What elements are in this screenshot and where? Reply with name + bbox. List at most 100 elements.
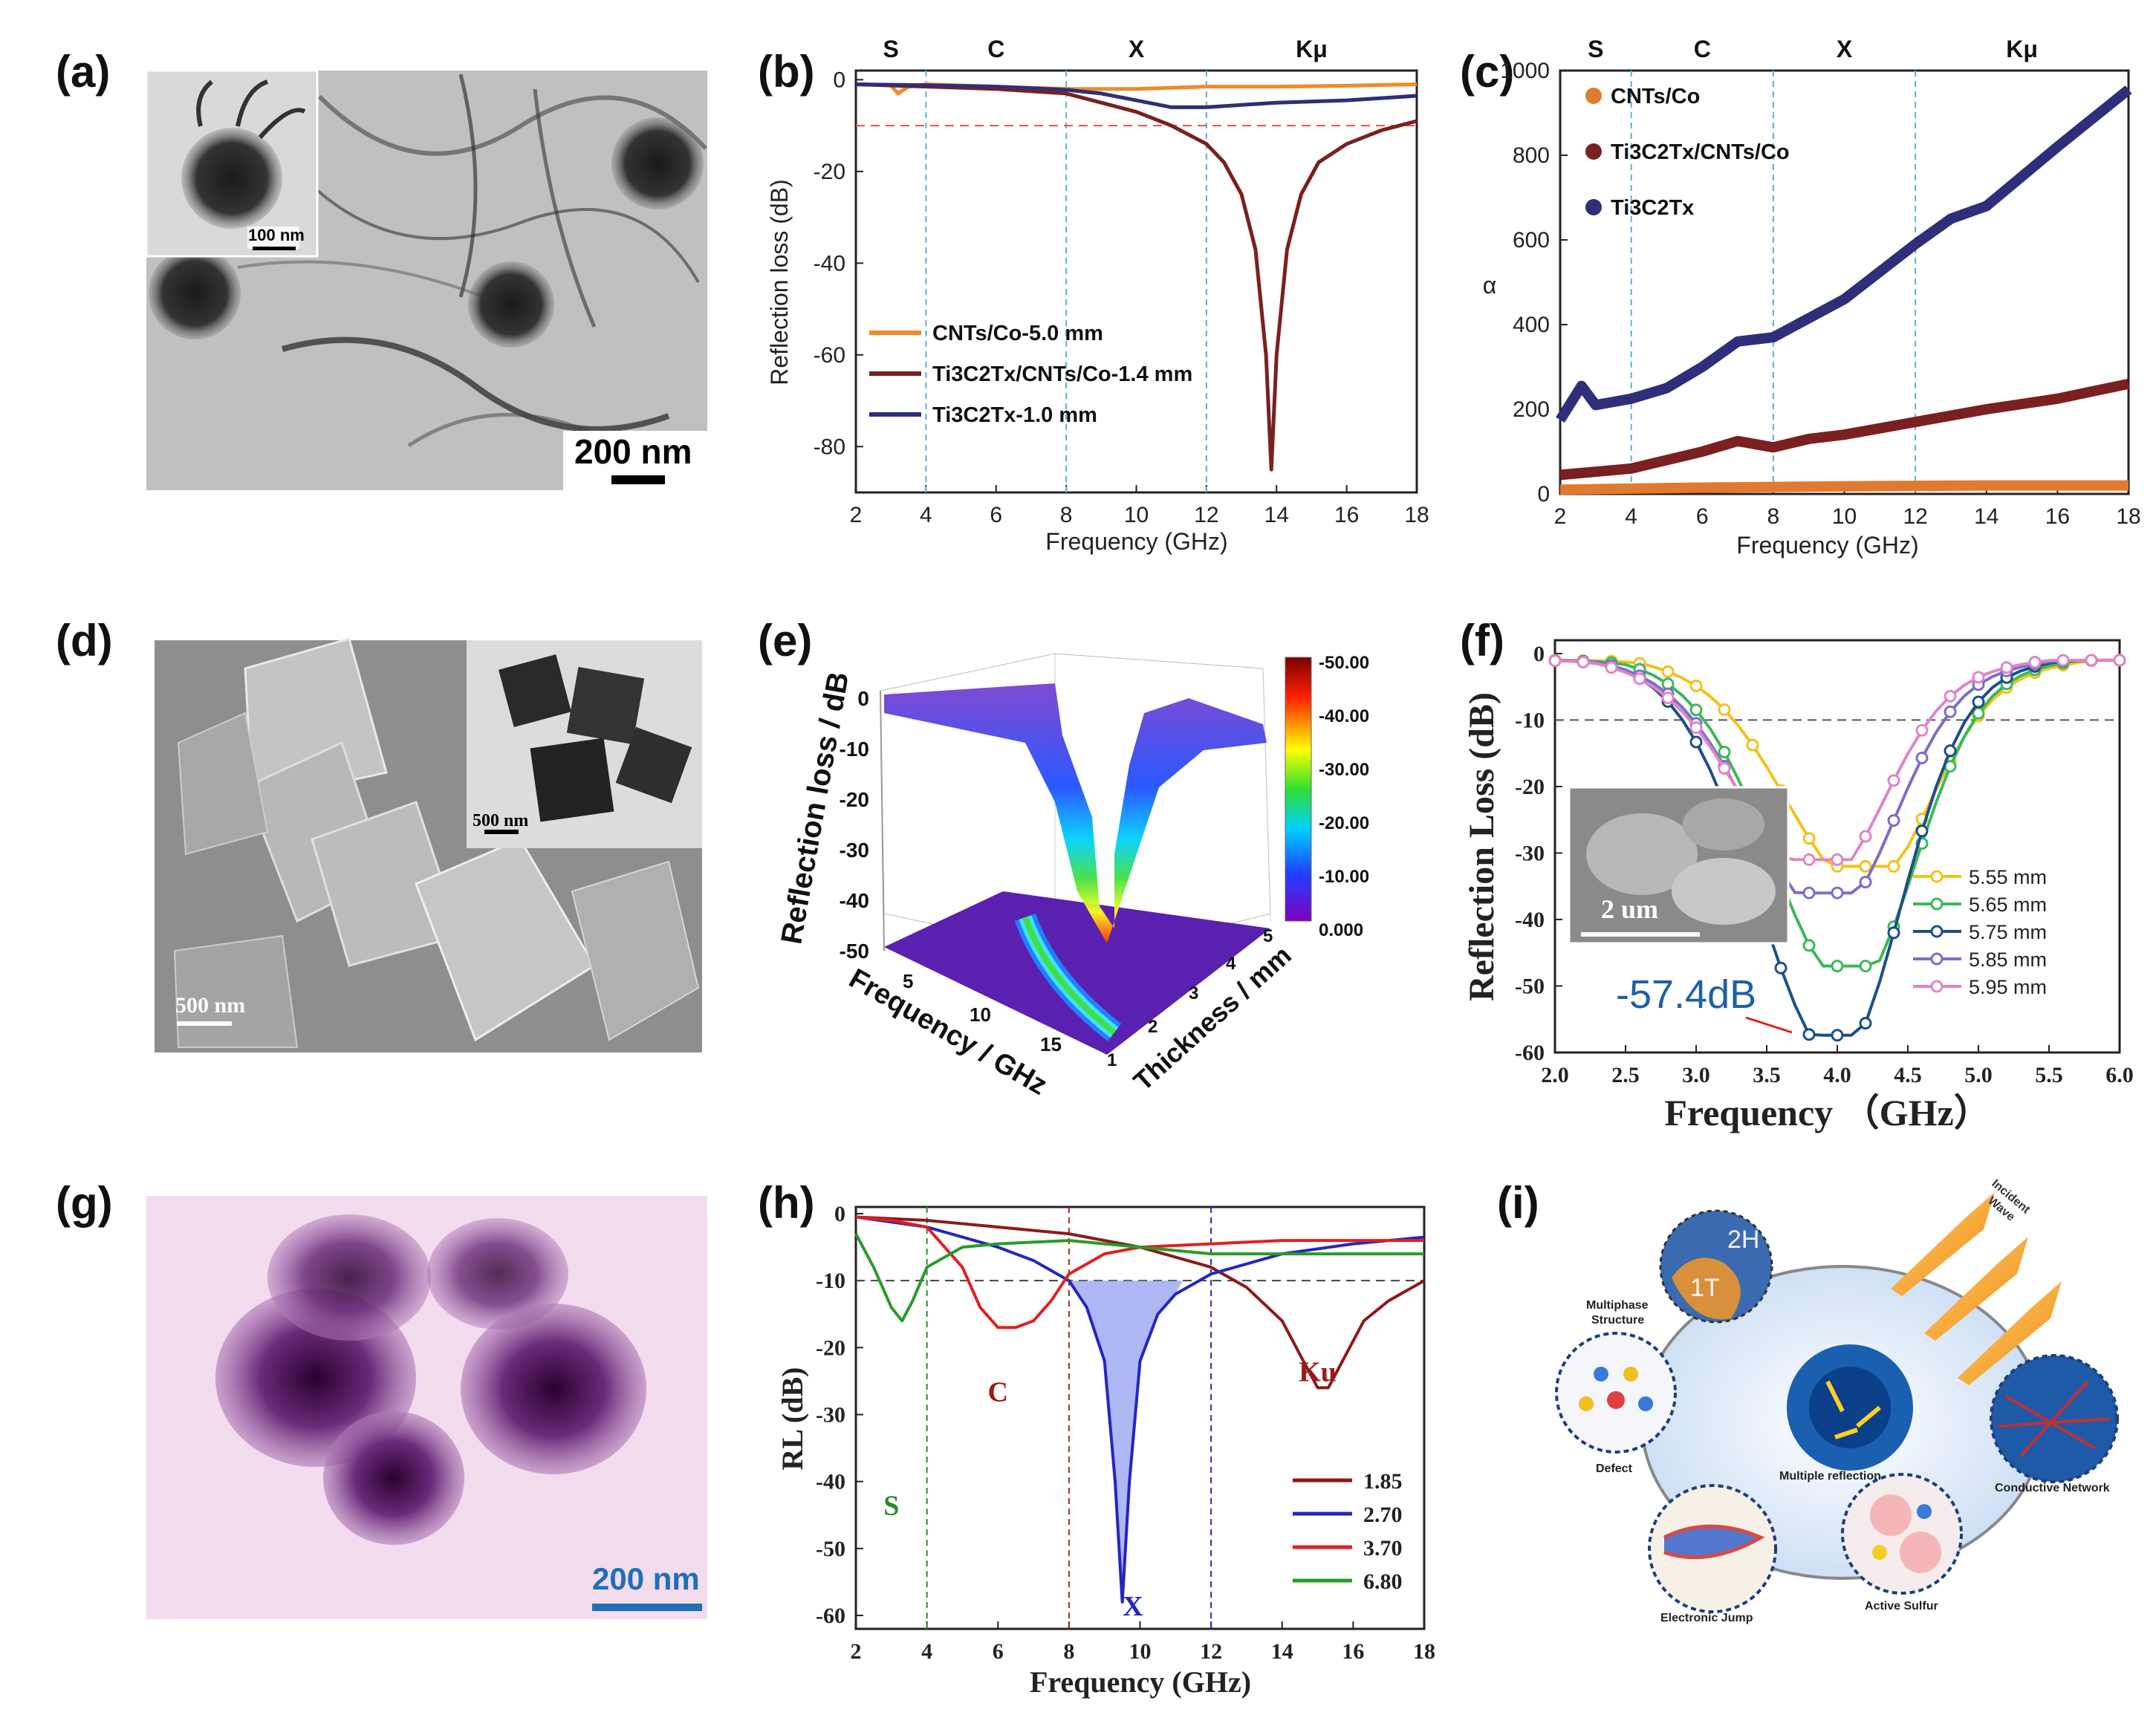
series-marker [1774, 961, 1788, 974]
series-marker [1972, 671, 1985, 684]
xtick-label: 10 [1832, 504, 1857, 529]
series-marker [1915, 824, 1929, 838]
band-label: S [1588, 36, 1603, 62]
series-marker [1802, 939, 1816, 952]
xtick-label: 18 [1404, 503, 1429, 527]
panel-label-g: (g) [56, 1178, 113, 1228]
xtick-label: 6.0 [2105, 1063, 2134, 1087]
band-label: C [987, 36, 1004, 62]
legend-label: 6.80 [1363, 1569, 1403, 1594]
legend-label: 5.55 mm [1969, 866, 2047, 888]
xtick-label: 8 [1060, 503, 1073, 527]
conductive-network-label: Conductive Network [1995, 1482, 2110, 1494]
electronic-jump-label: Electronic Jump [1660, 1612, 1753, 1624]
series-line [854, 1233, 1424, 1323]
rl-surface-e [884, 683, 1267, 943]
panel-label-i: (i) [1497, 1178, 1539, 1228]
series-marker [1887, 926, 1900, 940]
ytick-label: -30 [1515, 841, 1545, 865]
legend-label: 5.65 mm [1969, 894, 2047, 916]
band-label: S [883, 36, 899, 62]
ytick-label: -50 [1515, 974, 1545, 998]
panel-label-d: (d) [56, 616, 113, 666]
colorbar-tick: 0.000 [1319, 920, 1363, 940]
series-marker [1718, 761, 1731, 775]
scale-bar-label-g: 200 nm [592, 1561, 700, 1596]
ytick-label: -20 [816, 1335, 845, 1360]
incident-arrow-i [1891, 1192, 1995, 1296]
thickness-tick: 2 [1148, 1017, 1157, 1037]
legend-marker [1585, 88, 1602, 104]
z-tick: 0 [857, 687, 869, 710]
band-label: X [1129, 36, 1145, 62]
ytick-label: 400 [1513, 313, 1550, 337]
ytick-label: 0 [1537, 482, 1550, 507]
freq-tick: 10 [970, 1003, 991, 1026]
colorbar-tick: -30.00 [1319, 760, 1369, 780]
band-label: C [1694, 36, 1711, 62]
xtick-label: 5.5 [2035, 1063, 2063, 1087]
panel-label-c: (c) [1460, 47, 1515, 97]
series-marker [1548, 654, 1562, 668]
series-marker [2113, 654, 2126, 667]
z-tick: -40 [840, 889, 869, 912]
series-marker [1887, 774, 1900, 787]
series-marker [1831, 886, 1844, 899]
xtick-label: 14 [1271, 1639, 1293, 1664]
xtick-label: 2 [851, 1639, 862, 1664]
plot-frame-h [854, 1205, 1426, 1630]
ytick-label: -40 [1515, 908, 1545, 932]
colorbar-tick: -50.00 [1319, 653, 1369, 673]
series-marker [1944, 705, 1957, 718]
defect-label: Defect [1596, 1462, 1633, 1475]
legend-marker [1930, 952, 1944, 966]
min-annotation-f: -57.4dB [1616, 972, 1756, 1017]
series-marker [1944, 744, 1957, 758]
xtick-label: 6 [993, 1639, 1004, 1664]
panel-label-h: (h) [758, 1178, 815, 1228]
ytick-label: -20 [1515, 775, 1545, 799]
xtick-label: 4 [921, 1639, 932, 1664]
legend-marker [1930, 980, 1944, 993]
colorbar-tick: -20.00 [1319, 813, 1369, 833]
ytick-label: -50 [816, 1537, 845, 1561]
ytick-label: -60 [816, 1604, 845, 1628]
inset-scale-d: 500 nm [473, 811, 528, 830]
xtick-label: 12 [1903, 504, 1927, 529]
multiple-reflection-label: Multiple reflection [1779, 1470, 1881, 1483]
structure-label: Structure [1591, 1314, 1644, 1327]
series-marker [2085, 654, 2098, 667]
inset-scale-a: 100 nm [248, 226, 305, 244]
xtick-label: 14 [1974, 504, 1998, 529]
series-marker [1972, 695, 1985, 709]
legend-label: Ti3C2Tx/CNTs/Co-1.4 mm [932, 362, 1192, 386]
series-line [855, 1215, 1425, 1390]
series-marker [2028, 656, 2042, 669]
xtick-label: 18 [2116, 504, 2140, 529]
ytick-label: 0 [833, 68, 845, 92]
band-label: Ku [1299, 1356, 1337, 1387]
z-tick: -10 [840, 738, 869, 761]
xtick-label: 12 [1194, 503, 1218, 527]
panel-label-f: (f) [1460, 616, 1504, 666]
xtick-label: 4 [1625, 504, 1637, 529]
scale-bar-label-d: 500 nm [175, 993, 245, 1018]
chart-f: 2.0 2.5 3.0 3.5 4.0 4.5 5.0 5.5 6.0 0 -10 -20 -30 -40… [1462, 639, 2134, 1133]
band-label: C [988, 1376, 1008, 1408]
ytick-label: 0 [834, 1202, 845, 1226]
series-line [1556, 85, 2132, 423]
band-label: Kμ [2006, 36, 2038, 62]
chart-e: -50.00 -40.00 -30.00 -20.00 -10.00 0.000 0 -10 -… [775, 653, 1369, 1102]
ytick-label: 0 [1533, 642, 1545, 666]
ytick-label: -10 [1515, 708, 1545, 732]
xtick-label: 14 [1264, 503, 1289, 527]
legend-marker [1585, 143, 1602, 160]
series-marker [1802, 1028, 1816, 1041]
ylabel-b: Reflection loss (dB) [766, 179, 793, 385]
ytick-label: -80 [814, 435, 845, 459]
z-tick: -30 [840, 839, 869, 862]
series-marker [1944, 689, 1957, 703]
legend-label: 5.95 mm [1969, 976, 2047, 998]
annotation-arrow-f [1745, 1016, 1793, 1034]
series-marker [1577, 655, 1590, 668]
